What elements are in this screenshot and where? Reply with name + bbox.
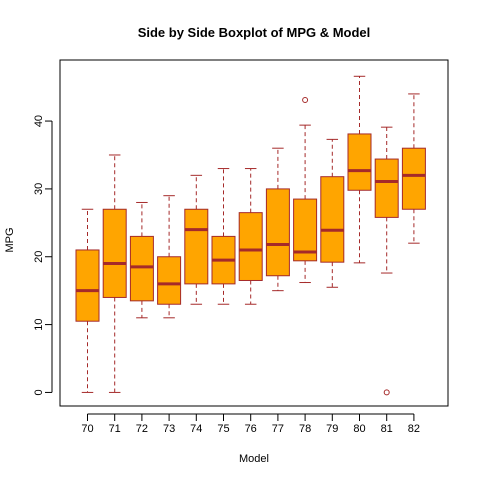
box-body-77: [265, 188, 290, 277]
box-body-79: [320, 176, 345, 263]
box-80: [347, 75, 372, 264]
y-tick-label-10: 10: [33, 318, 45, 330]
box-72: [129, 201, 154, 319]
box-73: [157, 195, 182, 319]
y-tick-label-0: 0: [33, 389, 45, 395]
outlier-78-0: [302, 97, 309, 104]
box-75: [211, 168, 236, 305]
x-tick-label-78: 78: [299, 423, 311, 435]
box-body-74: [184, 208, 209, 285]
x-tick-label-81: 81: [381, 423, 393, 435]
x-tick-label-80: 80: [353, 423, 365, 435]
x-axis-label: Model: [239, 453, 269, 465]
x-tick-label-72: 72: [136, 423, 148, 435]
box-body-73: [157, 256, 182, 305]
y-tick-label-40: 40: [33, 115, 45, 127]
x-tick-label-74: 74: [190, 423, 202, 435]
box-body-70: [75, 249, 100, 322]
y-tick-label-20: 20: [33, 251, 45, 263]
y-axis: 0 10 20 30 40: [33, 115, 53, 395]
y-tick-label-30: 30: [33, 183, 45, 195]
outlier-81-0: [383, 389, 390, 396]
x-tick-label-77: 77: [272, 423, 284, 435]
chart-title: Side by Side Boxplot of MPG & Model: [138, 25, 371, 40]
box-body-81: [374, 158, 399, 218]
x-tick-label-71: 71: [109, 423, 121, 435]
box-71: [102, 154, 127, 393]
x-axis: 70 71 72 73 74 75 76 77 78 79 80 81 82: [81, 413, 420, 435]
x-tick-label-75: 75: [217, 423, 229, 435]
x-tick-label-82: 82: [408, 423, 420, 435]
y-axis-label: MPG: [4, 227, 16, 252]
box-74: [184, 174, 209, 305]
boxes-group: [75, 75, 426, 396]
box-body-72: [129, 235, 154, 302]
box-79: [320, 138, 345, 288]
box-77: [265, 147, 290, 292]
box-81: [374, 126, 399, 396]
x-tick-label-79: 79: [326, 423, 338, 435]
plot-frame: [59, 59, 449, 407]
box-78: [293, 97, 318, 284]
box-body-80: [347, 133, 372, 191]
box-70: [75, 208, 100, 393]
box-76: [238, 168, 263, 305]
x-tick-label-73: 73: [163, 423, 175, 435]
x-tick-label-76: 76: [245, 423, 257, 435]
box-82: [401, 93, 426, 244]
box-body-76: [238, 212, 263, 281]
box-body-78: [293, 198, 318, 262]
box-body-82: [401, 147, 426, 210]
box-body-71: [102, 208, 127, 298]
x-tick-label-70: 70: [81, 423, 93, 435]
